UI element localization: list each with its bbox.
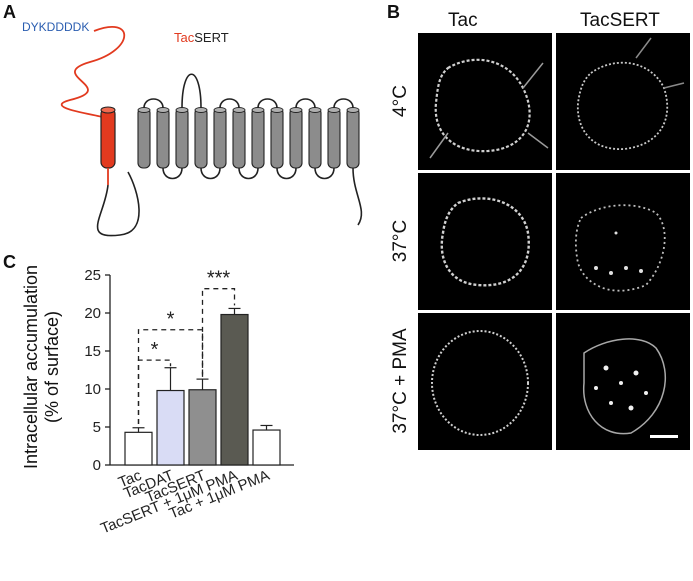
micrograph-tacsert-37c — [556, 173, 690, 310]
construct-label: TacSERT — [174, 30, 229, 45]
flag-tag-label: DYKDDDDK — [22, 20, 90, 34]
row-label-37c: 37°C — [390, 219, 411, 263]
sert-tm-helix — [270, 107, 284, 169]
micrograph-tacsert-4c — [556, 33, 690, 170]
bar — [124, 431, 153, 466]
significance-bracket — [201, 288, 236, 377]
sert-tm-helix — [213, 107, 227, 169]
y-axis-label: Intracellular accumulation (% of surface… — [21, 264, 62, 470]
sert-tm-helix — [251, 107, 265, 169]
y-tick-label: 10 — [84, 381, 101, 398]
sert-tm-helix — [175, 107, 189, 169]
construct-prefix: Tac — [174, 30, 195, 45]
significance-label: * — [167, 309, 175, 331]
significance-label: * — [151, 339, 159, 361]
bar — [188, 389, 217, 466]
panel-c-letter: C — [3, 252, 16, 272]
sert-tm-helix — [194, 107, 208, 169]
sert-tm-helix — [289, 107, 303, 169]
column-header-tac: Tac — [448, 10, 478, 31]
column-header-tacsert: TacSERT — [580, 10, 660, 31]
sert-tm-helices — [137, 107, 360, 169]
y-tick-label: 5 — [93, 419, 101, 436]
y-tick-label: 20 — [84, 305, 101, 322]
row-label-4c: 4°C — [390, 85, 411, 117]
scale-bar — [650, 435, 678, 438]
micrograph-tacsert-37c-pma — [556, 313, 690, 450]
sert-tm-helix — [346, 107, 360, 169]
bar — [220, 313, 249, 466]
micrograph-tac-4c — [418, 33, 552, 170]
tac-tm-helix — [100, 107, 116, 169]
y-tick-label: 0 — [93, 457, 101, 474]
y-tick-label: 25 — [84, 267, 101, 284]
sert-tm-helix — [327, 107, 341, 169]
tac-n-terminal-tail — [60, 26, 126, 119]
tac-linker-loop — [96, 171, 140, 237]
panel-b-letter: B — [387, 2, 400, 22]
panel-a-letter: A — [3, 2, 16, 22]
y-tick-label: 15 — [84, 343, 101, 360]
row-label-37c-pma: 37°C + PMA — [390, 328, 411, 434]
sert-tm-helix — [137, 107, 151, 169]
sert-tm-helix — [232, 107, 246, 169]
micrograph-tac-37c — [418, 173, 552, 310]
tacsert-topology-diagram — [60, 26, 363, 237]
micrograph-tac-37c-pma — [418, 313, 552, 450]
sert-tm-helix — [156, 107, 170, 169]
significance-bracket — [137, 329, 204, 424]
bar — [252, 429, 281, 466]
construct-suffix: SERT — [194, 30, 229, 45]
significance-label: *** — [207, 268, 231, 290]
sert-tm-helix — [308, 107, 322, 169]
bar — [156, 389, 185, 466]
